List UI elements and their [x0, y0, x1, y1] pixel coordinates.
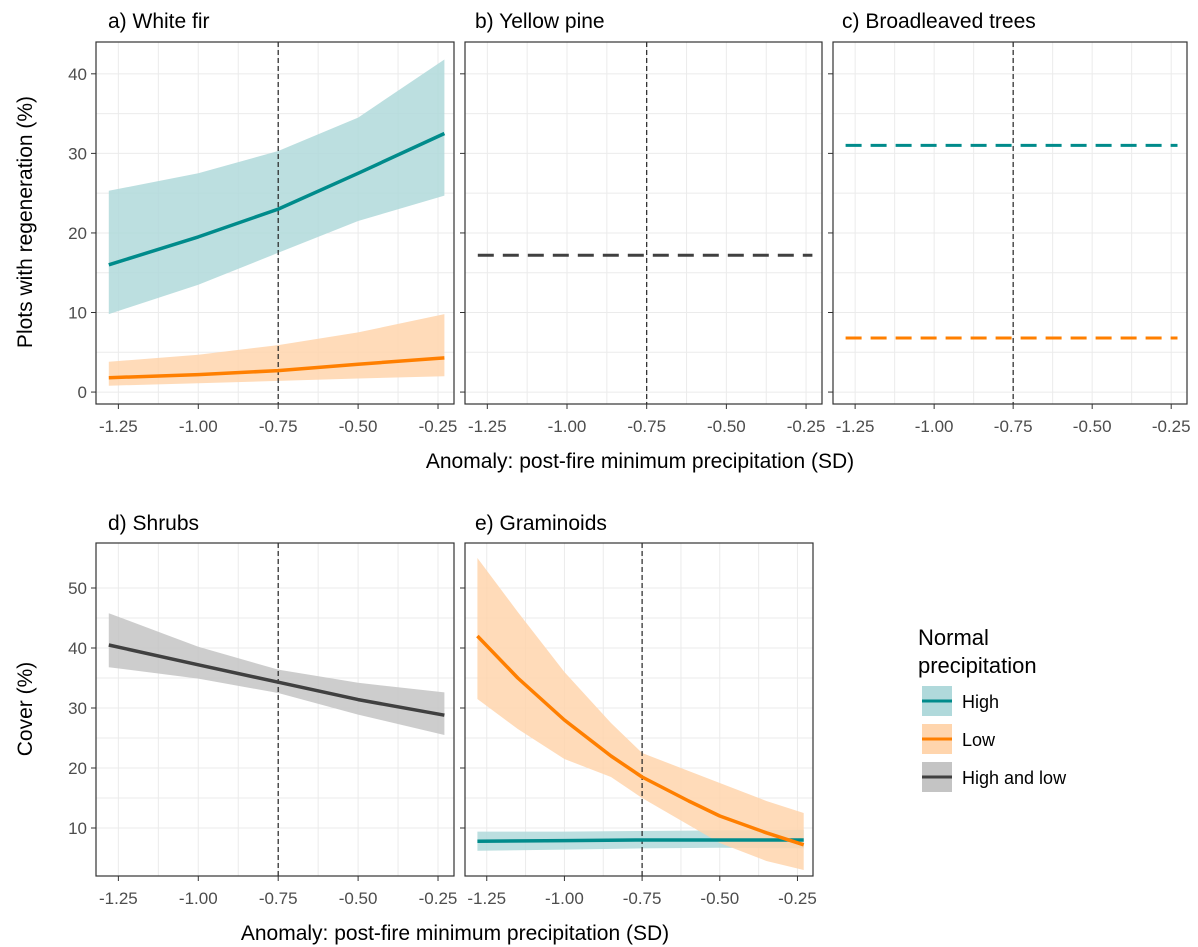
panel-b-x-tick-label: -0.50: [707, 417, 746, 436]
panel-c-title: c) Broadleaved trees: [842, 10, 1036, 33]
panel-e-ribbon-low: [477, 558, 804, 870]
panel-d-x-tick-label: -0.25: [419, 889, 458, 908]
panel-d-shrubs: d) Shrubs -1.25 -1.00 -0.75 -0.50 -0.25 10 20 3…: [68, 512, 457, 908]
panel-d-y-tick-label: 40: [68, 639, 87, 658]
panel-a-y-tick-label: 10: [68, 304, 87, 323]
panel-d-x-tick-label: -1.00: [179, 889, 218, 908]
panel-a-ribbon-low: [108, 314, 445, 386]
panel-e-line-low: [476, 634, 805, 847]
panel-a-x-tick-label: -0.75: [259, 417, 298, 436]
panel-a-y-tick-label: 40: [68, 65, 87, 84]
panel-c-plot: -1.25 -1.00 -0.75 -0.50 -0.25: [828, 41, 1191, 436]
panel-d-y-tick-label: 10: [68, 819, 87, 838]
panel-c-frame: [832, 41, 1188, 405]
panel-e-title: e) Graminoids: [475, 512, 607, 535]
panel-e-x-tick-label: -1.25: [467, 889, 506, 908]
legend-item-low: Low: [922, 724, 996, 754]
panel-a-frame: [95, 41, 455, 405]
legend-item-high: High: [922, 686, 999, 716]
panel-b-frame: [464, 41, 823, 405]
panel-a-white-fir: a) White fir -1.25 -1.00 -0.75 -0.50 -0.25 0 1…: [68, 10, 457, 436]
panel-a-title: a) White fir: [108, 10, 210, 33]
panel-a-x-tick-label: -1.25: [99, 417, 138, 436]
x-axis-title-top: Anomaly: post-fire minimum precipitation…: [426, 450, 854, 473]
panel-d-x-tick-label: -1.25: [99, 889, 138, 908]
panel-a-ribbon-high: [108, 59, 445, 315]
panel-a-y-tick-label: 0: [78, 383, 87, 402]
panel-e-x-tick-label: -1.00: [545, 889, 584, 908]
panel-c-x-tick-label: -0.50: [1073, 417, 1112, 436]
panel-a-y-tick-label: 20: [68, 224, 87, 243]
panel-c-x-tick-label: -1.25: [836, 417, 875, 436]
panel-e-line-high: [477, 838, 804, 843]
legend-label-high: High: [962, 692, 999, 712]
panel-e-x-tick-label: -0.75: [623, 889, 662, 908]
panel-b-plot: -1.25 -1.00 -0.75 -0.50 -0.25: [460, 41, 826, 436]
panel-b-x-tick-label: -1.25: [468, 417, 507, 436]
panel-d-x-tick-label: -0.50: [339, 889, 378, 908]
panel-d-line-high-and-low: [108, 643, 445, 717]
panel-a-line-high: [108, 131, 446, 267]
panel-d-y-tick-label: 30: [68, 699, 87, 718]
panel-b-yellow-pine: b) Yellow pine -1.25 -1.00 -0.75 -0.50 -0.25: [460, 10, 825, 436]
panel-e-frame: [464, 542, 814, 877]
panel-a-line-low: [108, 356, 445, 380]
panel-a-y-tick-label: 30: [68, 144, 87, 163]
panel-b-x-tick-label: -1.00: [548, 417, 587, 436]
legend-label-low: Low: [962, 730, 996, 750]
panel-c-x-tick-label: -1.00: [915, 417, 954, 436]
panel-d-frame: [95, 542, 455, 877]
panel-e-x-tick-label: -0.25: [778, 889, 817, 908]
legend-title-line1: Normal: [918, 625, 989, 650]
y-axis-title-top: Plots with regeneration (%): [14, 96, 37, 348]
panel-c-broadleaved-trees: c) Broadleaved trees -1.25 -1.00 -0.75 -0.5…: [828, 10, 1191, 436]
panel-b-x-tick-label: -0.75: [627, 417, 666, 436]
legend: Normal precipitation High Low High and l…: [918, 625, 1067, 792]
panel-a-x-tick-label: -0.50: [339, 417, 378, 436]
panel-a-x-tick-label: -0.25: [419, 417, 458, 436]
x-axis-title-bottom: Anomaly: post-fire minimum precipitation…: [241, 922, 669, 945]
y-axis-title-bottom: Cover (%): [14, 662, 37, 757]
panel-c-background: [833, 42, 1187, 404]
legend-item-high-and-low: High and low: [922, 762, 1067, 792]
panel-c-x-tick-label: -0.75: [994, 417, 1033, 436]
panel-e-plot: -1.25 -1.00 -0.75 -0.50 -0.25: [460, 542, 817, 908]
legend-label-high-and-low: High and low: [962, 768, 1067, 788]
panel-a-plot: -1.25 -1.00 -0.75 -0.50 -0.25 0 10 20 30 40: [68, 41, 458, 436]
panel-e-x-tick-label: -0.50: [700, 889, 739, 908]
panel-d-title: d) Shrubs: [108, 512, 199, 535]
panel-a-x-tick-label: -1.00: [179, 417, 218, 436]
panel-d-y-tick-label: 20: [68, 759, 87, 778]
panel-d-ribbon-high-and-low: [108, 613, 445, 735]
panel-c-x-tick-label: -0.25: [1152, 417, 1191, 436]
panel-b-title: b) Yellow pine: [475, 10, 605, 33]
panel-d-y-tick-label: 50: [68, 579, 87, 598]
panel-d-x-tick-label: -0.75: [259, 889, 298, 908]
panel-b-background: [465, 42, 822, 404]
legend-title-line2: precipitation: [918, 653, 1037, 678]
panel-d-plot: -1.25 -1.00 -0.75 -0.50 -0.25 10 20 30 40 50: [68, 542, 458, 908]
panel-e-graminoids: e) Graminoids -1.25 -1.00 -0.75 -0.50 -0.25: [460, 512, 817, 908]
panel-b-x-tick-label: -0.25: [787, 417, 826, 436]
